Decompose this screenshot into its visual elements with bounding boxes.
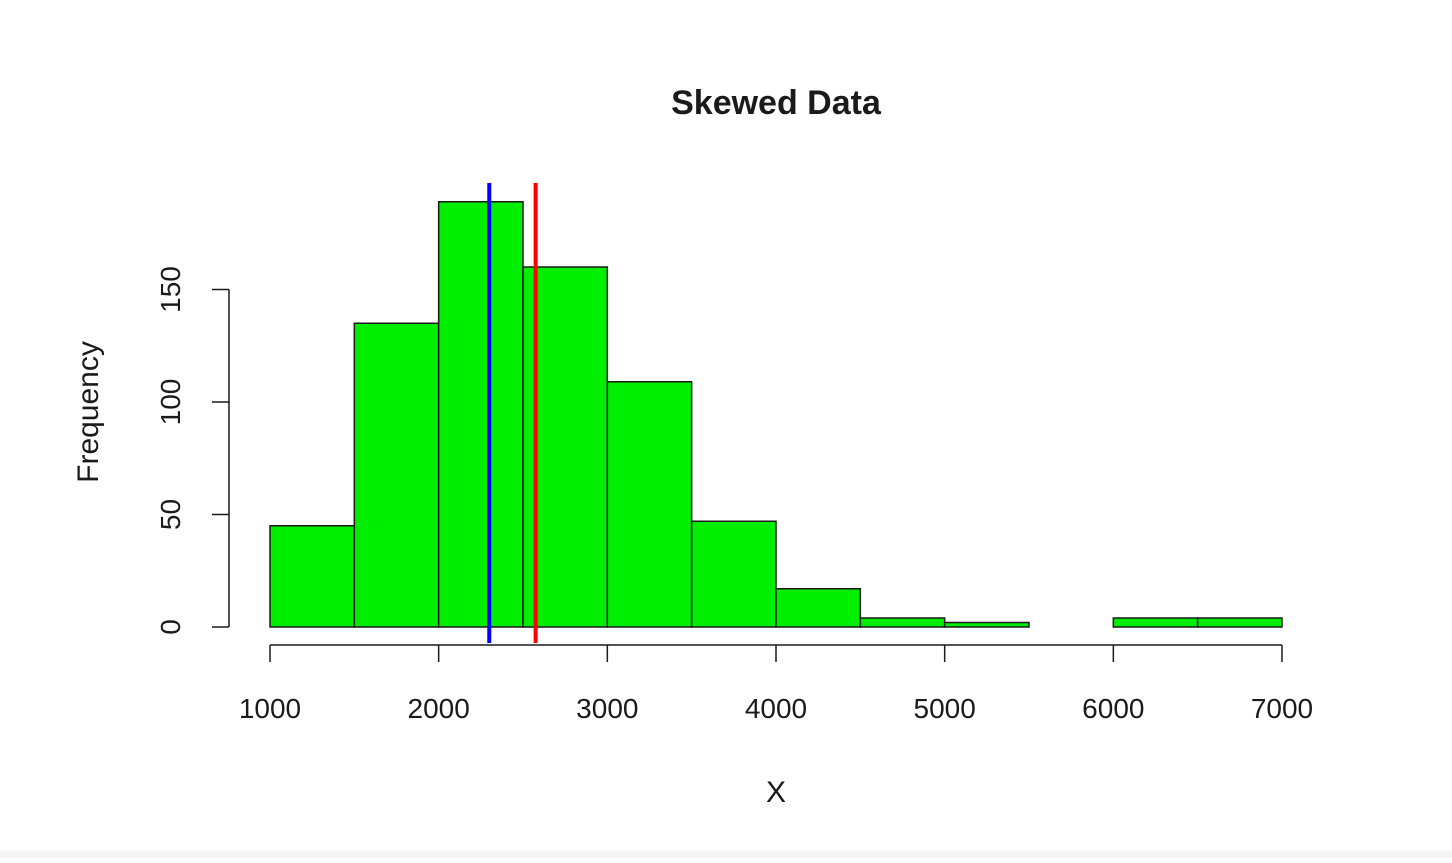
reference-lines: [487, 183, 538, 643]
x-tick-label: 3000: [576, 693, 638, 724]
histogram-bar: [269, 525, 356, 628]
histogram-bar: [606, 381, 693, 628]
y-tick-label: 150: [155, 266, 186, 313]
bottom-strip: [0, 851, 1452, 858]
x-axis-label: X: [766, 776, 786, 809]
histogram-bar: [437, 201, 524, 628]
histogram-bar: [943, 621, 1030, 628]
x-tick-label: 1000: [239, 693, 301, 724]
y-tick-label: 50: [155, 499, 186, 530]
histogram-bar: [1196, 617, 1283, 628]
chart-title: Skewed Data: [671, 84, 882, 122]
histogram-bar: [1112, 617, 1199, 628]
y-axis-label: Frequency: [72, 341, 105, 483]
x-axis: 1000 2000 3000 4000 5000 6000 7000: [239, 644, 1313, 724]
histogram-bar: [775, 588, 862, 628]
y-tick-label: 0: [155, 619, 186, 635]
y-tick-label: 100: [155, 379, 186, 426]
x-tick-label: 5000: [914, 693, 976, 724]
x-tick-label: 7000: [1251, 693, 1313, 724]
x-tick-label: 6000: [1082, 693, 1144, 724]
histogram-bar: [353, 322, 440, 628]
histogram-bar: [690, 520, 777, 628]
histogram-bar: [859, 617, 946, 628]
x-tick-label: 2000: [408, 693, 470, 724]
y-axis: 0 50 100 150: [155, 266, 230, 635]
x-tick-label: 4000: [745, 693, 807, 724]
histogram-bars: [269, 201, 1283, 628]
